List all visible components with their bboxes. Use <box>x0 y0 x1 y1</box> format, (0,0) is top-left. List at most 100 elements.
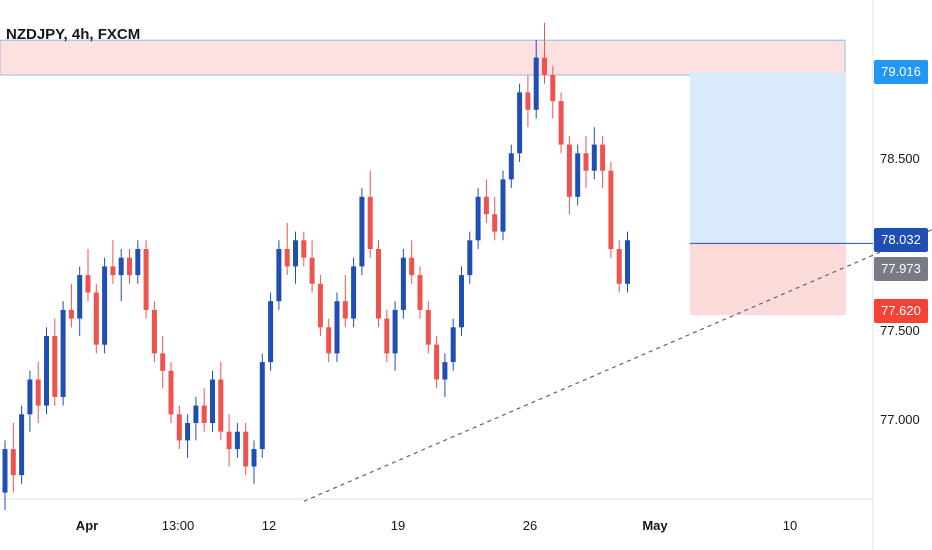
candle-body <box>309 257 315 284</box>
candle-body <box>301 240 307 258</box>
candle-body <box>168 370 174 415</box>
candle-body <box>10 449 16 476</box>
candle-body <box>284 249 290 267</box>
candle-body <box>566 144 572 197</box>
entry-price-tag: 78.032 <box>874 228 928 252</box>
candle-body <box>201 405 207 423</box>
x-tick-label: 19 <box>390 518 406 533</box>
candle-body <box>27 379 33 415</box>
position-zones <box>0 39 873 316</box>
candle-body <box>44 336 49 406</box>
candle-body <box>276 249 282 302</box>
candle-body <box>52 336 58 397</box>
candle-body <box>384 318 390 354</box>
candle-body <box>2 449 8 493</box>
candle-body <box>591 144 597 171</box>
candle-body <box>68 309 74 319</box>
candle-body <box>550 75 556 102</box>
candle-body <box>467 240 473 276</box>
x-tick-label: 13:00 <box>161 518 195 533</box>
candles-layer <box>2 22 630 510</box>
candle-body <box>218 379 224 432</box>
candle-body <box>210 379 215 423</box>
candle-body <box>450 327 456 363</box>
candle-body <box>77 275 83 319</box>
candle-body <box>93 292 99 345</box>
resistance-zone <box>0 39 846 76</box>
target-price-tag: 79.016 <box>874 60 928 84</box>
candle-body <box>525 92 531 110</box>
candle-body <box>135 249 141 276</box>
candle-body <box>558 101 564 145</box>
target-zone <box>690 72 846 244</box>
candle-body <box>575 153 581 197</box>
candle-body <box>475 196 481 241</box>
candle-body <box>351 266 357 319</box>
x-tick-label: 10 <box>782 518 798 533</box>
candle-body <box>608 170 614 249</box>
candle-body <box>367 196 373 249</box>
candle-body <box>176 414 182 441</box>
candle-body <box>185 423 191 441</box>
candle-body <box>417 275 423 310</box>
chart-title: NZDJPY, 4h, FXCM <box>6 26 141 43</box>
candle-body <box>334 301 340 354</box>
candle-body <box>102 266 108 345</box>
candle-body <box>434 344 440 380</box>
candle-body <box>500 179 506 232</box>
candle-body <box>251 449 257 467</box>
y-tick-label: 77.000 <box>880 412 920 427</box>
candle-body <box>533 57 539 110</box>
candle-body <box>268 301 274 363</box>
candle-body <box>234 431 240 450</box>
candle-body <box>342 301 348 319</box>
candle-body <box>60 309 66 397</box>
candle-body <box>600 144 606 171</box>
candle-body <box>359 196 365 267</box>
candle-body <box>259 362 265 450</box>
candle-body <box>293 240 298 267</box>
y-tick-label: 77.500 <box>880 323 920 338</box>
x-tick-label: Apr <box>75 518 99 533</box>
candle-body <box>517 92 523 154</box>
candle-body <box>392 309 398 354</box>
current-price-tag: 77.973 <box>874 257 928 281</box>
candle-body <box>118 257 124 276</box>
candle-body <box>243 431 249 467</box>
candle-body <box>376 249 381 319</box>
candle-body <box>508 153 514 180</box>
candle-body <box>583 153 589 171</box>
candle-body <box>442 362 448 380</box>
candle-body <box>35 379 41 406</box>
candle-body <box>625 240 630 284</box>
candle-body <box>459 275 464 328</box>
candle-body <box>542 57 547 75</box>
candle-body <box>483 196 489 215</box>
y-tick-label: 78.500 <box>880 151 920 166</box>
candle-body <box>409 257 415 276</box>
candle-body <box>143 249 149 310</box>
candle-body <box>326 327 332 354</box>
candle-body <box>400 257 406 310</box>
stop-price-tag: 77.620 <box>874 299 928 323</box>
x-tick-label: 26 <box>522 518 538 533</box>
candle-body <box>151 309 157 354</box>
x-tick-label: 12 <box>261 518 277 533</box>
candle-body <box>19 414 25 476</box>
stop-zone <box>690 243 846 316</box>
candle-body <box>226 431 232 450</box>
candle-body <box>160 353 166 371</box>
candle-body <box>492 214 498 232</box>
trendline-layer <box>303 229 932 502</box>
candle-body <box>85 275 91 293</box>
candle-body <box>110 266 116 276</box>
candle-body <box>317 283 323 328</box>
trendline <box>303 229 932 502</box>
candle-body <box>127 257 132 276</box>
candle-body <box>616 249 622 284</box>
candle-body <box>193 405 199 423</box>
candle-body <box>425 309 431 345</box>
x-tick-label: May <box>642 518 668 533</box>
